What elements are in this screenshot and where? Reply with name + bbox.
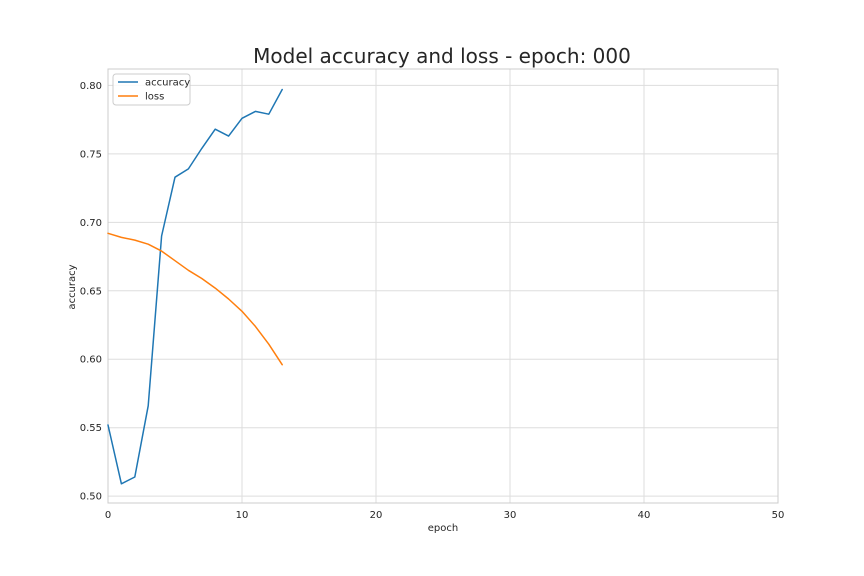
axis-ticks: 0 10 20 30 40 50 0.50 0.55 0.60 0.65 0.70 0.75 0.80	[80, 81, 785, 521]
series-line-accuracy	[107, 88, 283, 485]
y-axis-label: accuracy	[67, 264, 78, 309]
chart-title: Model accuracy and loss - epoch: 000	[253, 44, 631, 68]
series-line-loss	[107, 232, 283, 366]
y-tick-label: 0.50	[80, 492, 102, 503]
legend: accuracy loss	[112, 73, 191, 106]
y-tick-label: 0.70	[80, 218, 102, 229]
x-tick-label: 20	[370, 510, 383, 521]
x-tick-label: 0	[105, 510, 111, 521]
y-tick-label: 0.75	[80, 149, 102, 160]
y-tick-label: 0.65	[80, 286, 102, 297]
y-tick-label: 0.55	[80, 423, 102, 434]
series-lines	[107, 88, 283, 485]
x-tick-label: 40	[638, 510, 651, 521]
x-tick-label: 10	[236, 510, 249, 521]
plot-area-frame	[107, 68, 779, 504]
x-tick-label: 30	[504, 510, 517, 521]
legend-label-accuracy: accuracy	[145, 78, 190, 89]
legend-label-loss: loss	[145, 92, 164, 103]
y-tick-label: 0.80	[80, 81, 102, 92]
grid-lines	[107, 69, 779, 503]
x-tick-label: 50	[772, 510, 785, 521]
y-tick-label: 0.60	[80, 355, 102, 366]
x-axis-label: epoch	[428, 523, 458, 534]
